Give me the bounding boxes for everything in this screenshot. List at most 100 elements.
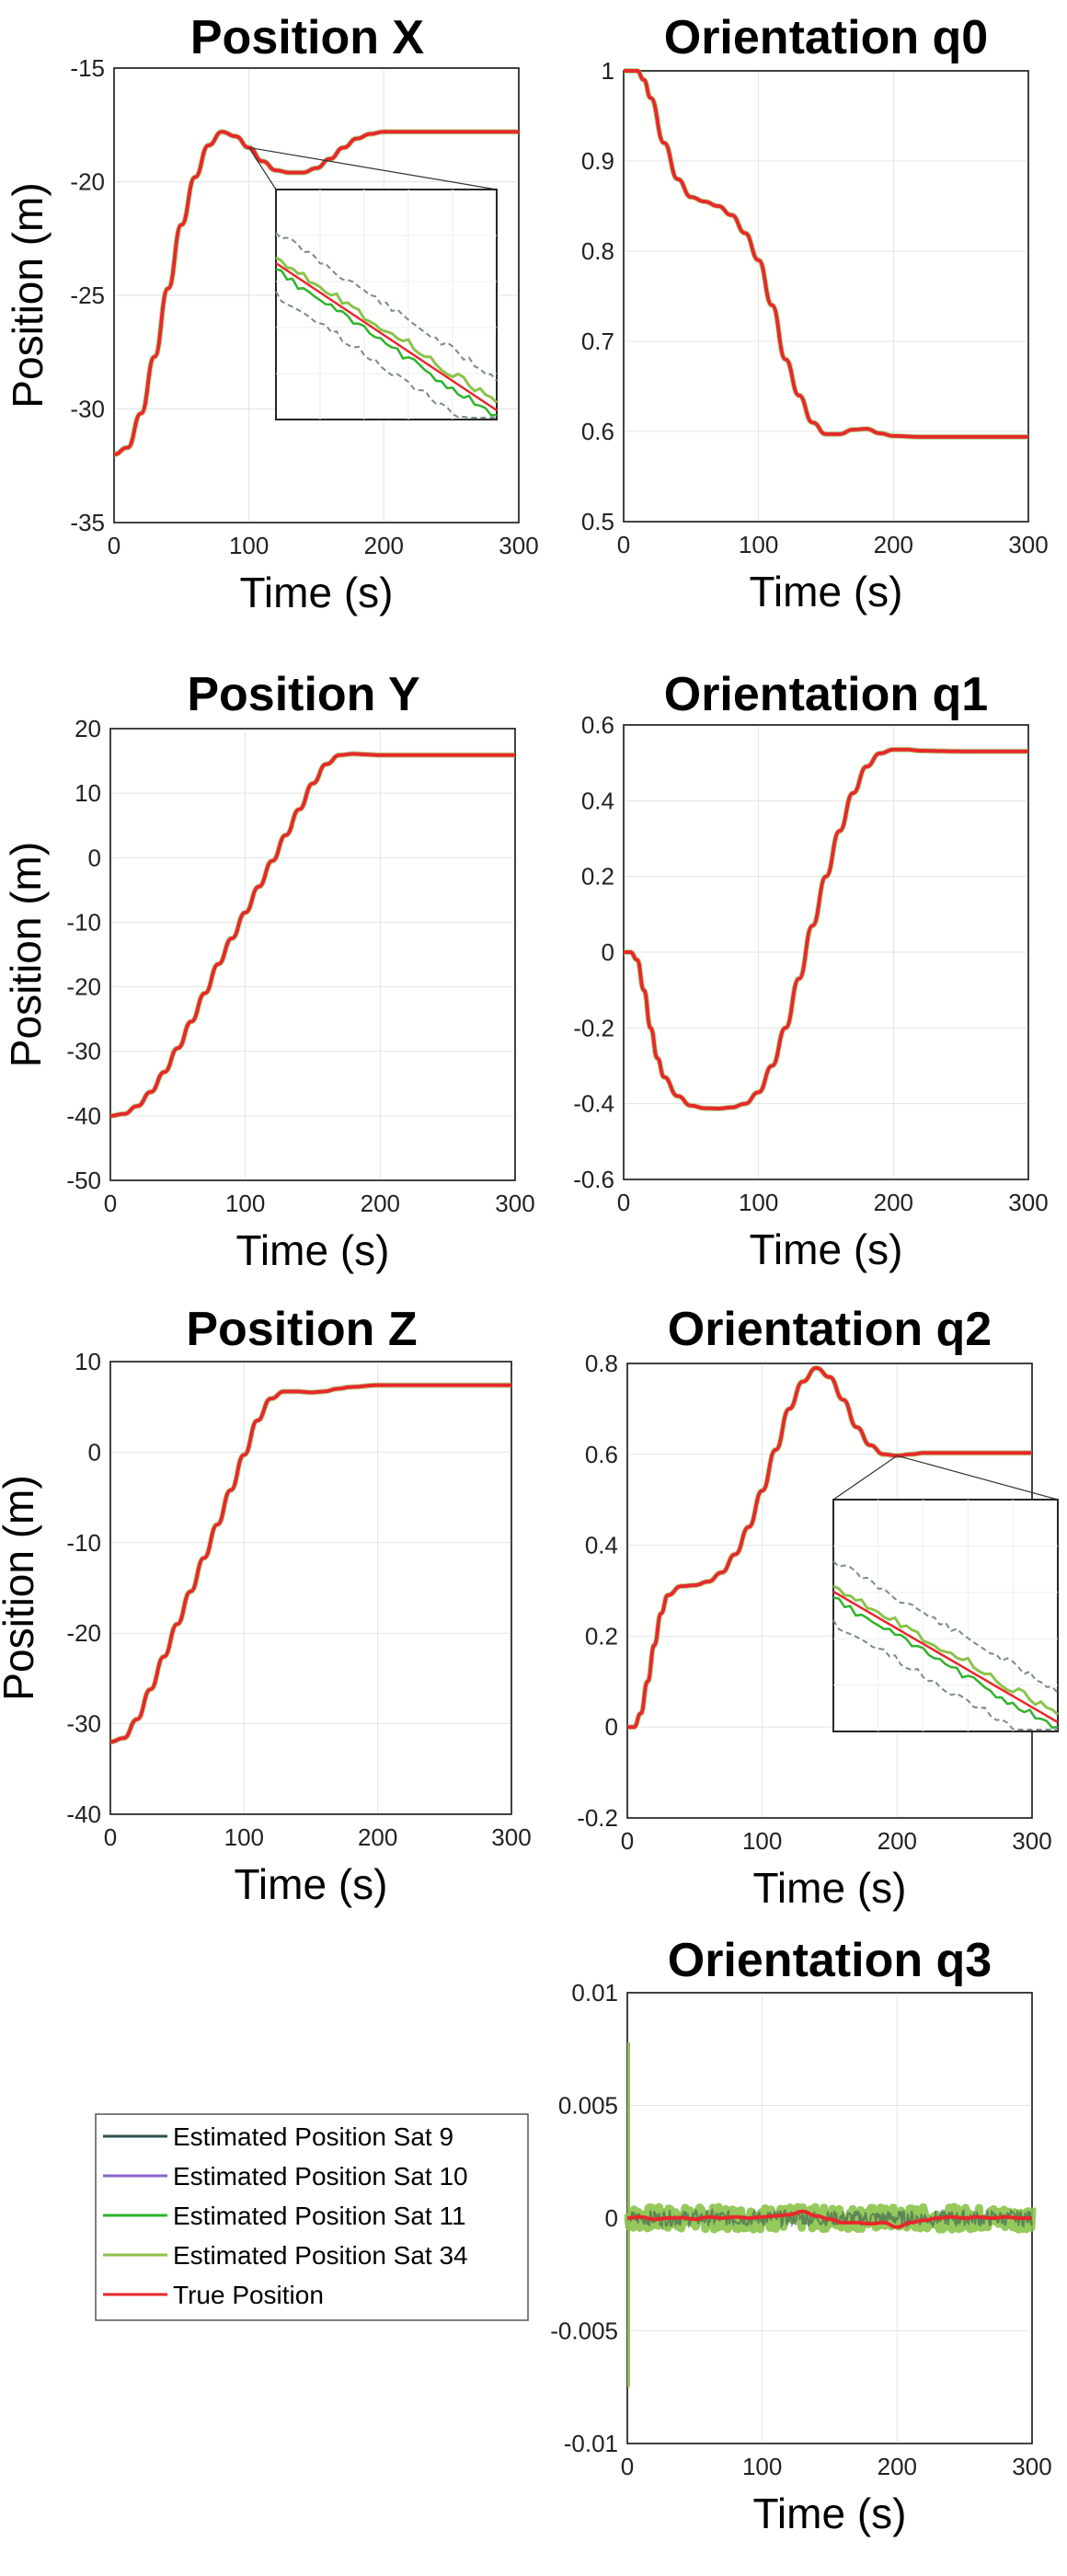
y-tick-label: -15 <box>70 54 105 82</box>
true-position-line <box>627 1365 1032 1730</box>
chart-ori-q1: 0 100 200 300 -0.6 -0.4 -0.2 0 0.2 0.4 0.6 Orientat… <box>573 668 1049 1273</box>
inset-true-line <box>275 261 498 412</box>
x-tick-label: 200 <box>358 1823 397 1851</box>
chart-ori-q3: 0 100 200 300 -0.01 -0.005 0 0.005 0.01 Orientati… <box>550 1934 1051 2537</box>
y-tick-label: 0 <box>88 844 101 871</box>
y-tick-label: 0.4 <box>585 1532 618 1559</box>
y-tick-label: -0.01 <box>564 2430 618 2457</box>
x-tick-label: 0 <box>104 1190 117 1217</box>
inset-connector <box>248 147 277 190</box>
true-position-line <box>624 747 1028 1111</box>
inset-estimate-upper <box>832 1560 1059 1694</box>
chart-title: Orientation q0 <box>664 11 988 64</box>
inset-estimate-green2 <box>275 268 498 417</box>
chart-title: Orientation q3 <box>668 1934 992 1987</box>
y-tick-label: -50 <box>66 1167 101 1194</box>
y-tick-label: 0.005 <box>558 2092 618 2120</box>
plot-frame <box>623 70 1029 523</box>
y-tick-label: 1 <box>602 57 614 85</box>
chart-pos-y: 0 100 200 300 -50 -40 -30 -20 -10 0 10 20 Position Y… <box>2 668 535 1274</box>
x-axis-label: Time (s) <box>750 568 903 615</box>
x-tick-label: 300 <box>499 532 538 559</box>
y-axis-label: Position (m) <box>0 1475 42 1700</box>
x-tick-label: 300 <box>1012 1827 1051 1855</box>
true-position-line <box>113 130 519 456</box>
chart-ori-q0: 0 100 200 300 0.5 0.6 0.7 0.8 0.9 1 Orientation q0… <box>581 11 1049 615</box>
y-tick-label: -0.2 <box>573 1014 614 1041</box>
y-tick-label: -20 <box>66 1619 101 1647</box>
chart-title: Position X <box>190 11 425 64</box>
y-tick-label: 0.6 <box>585 1441 618 1468</box>
legend: Estimated Position Sat 9 Estimated Posit… <box>95 2113 529 2321</box>
y-tick-label: 0.5 <box>581 508 614 535</box>
x-tick-label: 100 <box>229 532 269 559</box>
legend-label-sat10: Estimated Position Sat 10 <box>173 2162 468 2191</box>
y-tick-label: 0.2 <box>585 1622 618 1650</box>
true-position-line <box>623 68 1028 439</box>
x-tick-label: 200 <box>874 1189 913 1216</box>
y-tick-label: 0 <box>88 1438 101 1466</box>
legend-label-sat34: Estimated Position Sat 34 <box>173 2241 468 2270</box>
chart-title: Orientation q2 <box>668 1303 992 1356</box>
x-tick-label: 300 <box>1012 2453 1051 2480</box>
inset-estimate-green <box>832 1584 1059 1716</box>
x-tick-label: 200 <box>878 2453 917 2480</box>
y-tick-label: -0.4 <box>573 1090 614 1118</box>
inset-connector <box>897 1455 1059 1501</box>
x-axis-label: Time (s) <box>235 1860 388 1908</box>
plot-area <box>109 1361 512 1815</box>
true-position-line <box>626 2209 1032 2229</box>
y-axis-label: Position (m) <box>2 842 50 1067</box>
x-tick-label: 100 <box>739 531 778 558</box>
y-tick-label: 0.01 <box>571 1979 618 2007</box>
x-axis-label: Time (s) <box>753 2490 907 2537</box>
y-tick-label: 0.8 <box>581 237 614 265</box>
x-axis-label: Time (s) <box>750 1225 903 1273</box>
legend-label-sat11: Estimated Position Sat 11 <box>173 2202 466 2230</box>
y-tick-label: 0.8 <box>585 1350 618 1377</box>
x-tick-label: 0 <box>617 531 630 558</box>
chart-pos-z: 0 100 200 300 -40 -30 -20 -10 0 10 Position Z Time … <box>0 1303 532 1908</box>
y-tick-label: -40 <box>66 1800 101 1828</box>
x-axis-label: Time (s) <box>236 1226 390 1274</box>
x-tick-label: 100 <box>224 1823 264 1851</box>
x-axis-label: Time (s) <box>753 1864 907 1912</box>
y-tick-label: 20 <box>75 715 101 742</box>
inset-estimate-lower <box>275 291 497 419</box>
legend-box <box>95 2113 529 2321</box>
y-tick-label: 0 <box>602 938 614 966</box>
y-tick-label: -30 <box>66 1038 101 1065</box>
y-tick-label: 0.6 <box>581 711 614 739</box>
y-tick-label: 0 <box>605 2204 618 2232</box>
legend-label-sat9: Estimated Position Sat 9 <box>173 2122 453 2151</box>
x-tick-label: 0 <box>621 1827 634 1855</box>
true-position-line <box>109 1383 511 1744</box>
x-tick-label: 0 <box>621 2453 634 2480</box>
inset-estimate-lower <box>832 1619 1058 1731</box>
inset-box <box>275 189 498 420</box>
inset-estimate-green <box>275 256 499 404</box>
y-tick-label: 10 <box>75 779 101 807</box>
x-tick-label: 100 <box>225 1190 265 1217</box>
x-tick-label: 300 <box>495 1190 534 1217</box>
plot-area <box>623 70 1029 523</box>
y-tick-label: -0.2 <box>577 1804 618 1832</box>
x-tick-label: 0 <box>617 1189 630 1216</box>
y-tick-label: -0.6 <box>573 1166 614 1193</box>
y-tick-label: -0.005 <box>550 2317 618 2345</box>
x-tick-label: 0 <box>108 532 120 559</box>
plot-frame <box>109 728 516 1181</box>
inset-connector <box>248 146 498 190</box>
y-tick-label: 0.7 <box>581 328 614 355</box>
y-axis-label: Position (m) <box>4 182 52 408</box>
chart-pos-x: 0 100 200 300 -35 -30 -25 -20 -15 Position X Time … <box>4 11 539 616</box>
x-axis-label: Time (s) <box>240 569 394 616</box>
y-tick-label: 0.9 <box>581 147 614 175</box>
plot-area <box>109 728 516 1181</box>
y-tick-label: -20 <box>70 168 105 196</box>
chart-title: Position Y <box>187 668 419 721</box>
x-tick-label: 300 <box>1008 1189 1048 1216</box>
